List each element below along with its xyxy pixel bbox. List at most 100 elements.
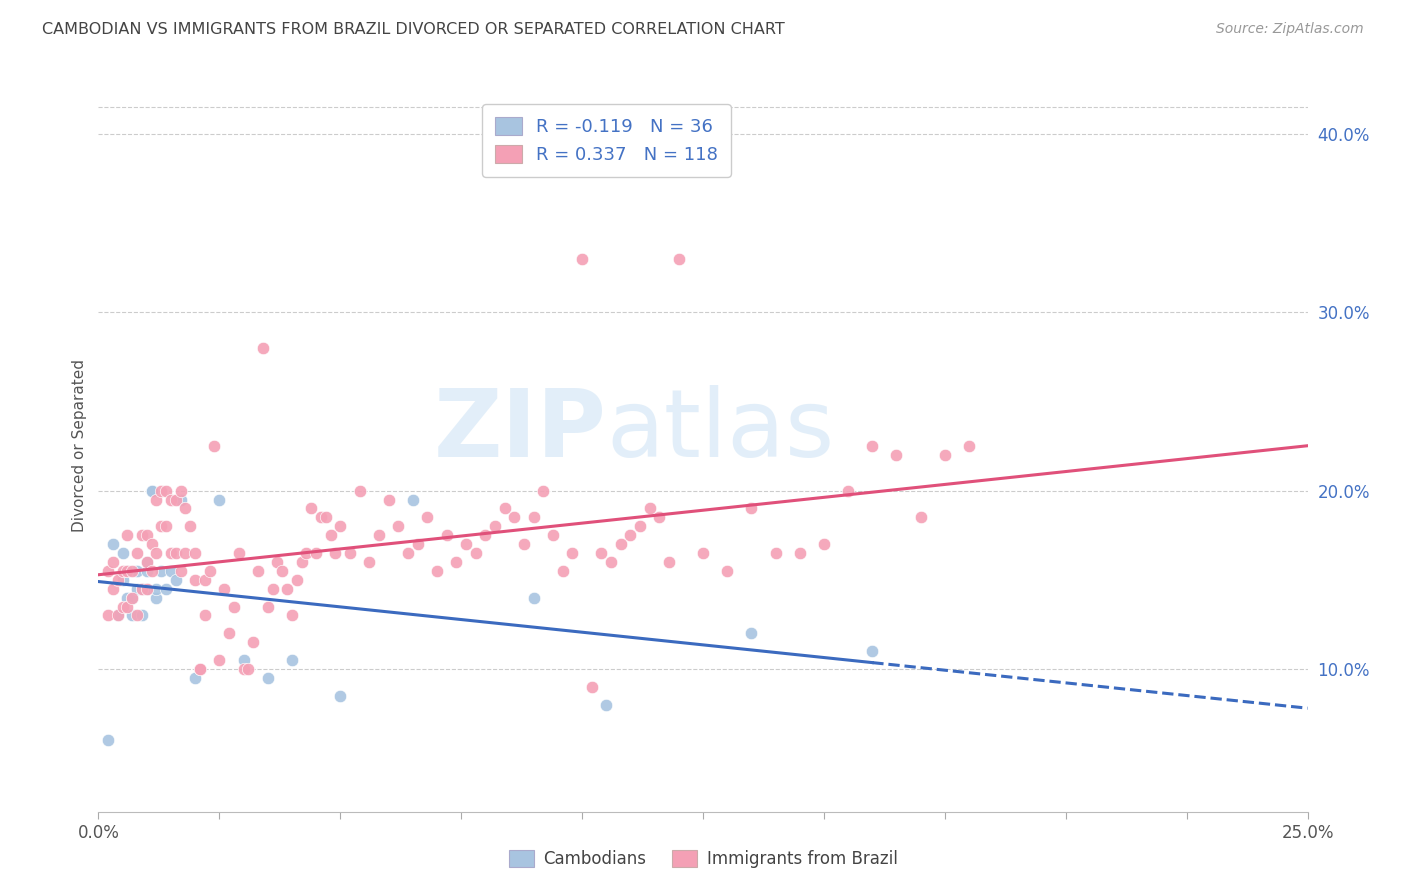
Point [117,564,139,578]
Point [222,599,245,614]
Point [121,564,143,578]
Point [131,582,153,596]
Point [402,492,425,507]
Point [111,564,134,578]
Point [551,564,574,578]
Point [531,483,554,498]
Point [127,564,149,578]
Point [107,573,129,587]
Point [131,528,153,542]
Point [523,591,546,605]
Point [165,573,187,587]
Point [121,591,143,605]
Point [228,546,250,560]
Point [111,573,134,587]
Point [155,483,177,498]
Point [561,546,583,560]
Point [387,519,409,533]
Point [446,555,468,569]
Point [396,546,419,560]
Point [523,510,546,524]
Point [145,582,167,596]
Point [141,483,163,498]
Point [194,608,217,623]
Point [359,555,381,569]
Point [934,448,956,462]
Point [145,546,167,560]
Point [97,608,120,623]
Point [169,492,191,507]
Point [648,510,671,524]
Point [238,662,260,676]
Point [127,582,149,596]
Point [174,546,197,560]
Point [194,573,217,587]
Point [169,564,191,578]
Point [155,519,177,533]
Point [299,501,322,516]
Point [135,582,157,596]
Point [464,546,486,560]
Point [658,555,681,569]
Point [135,582,157,596]
Point [628,519,651,533]
Point [247,564,270,578]
Point [131,608,153,623]
Point [765,546,787,560]
Point [208,492,231,507]
Point [813,537,835,551]
Point [117,564,139,578]
Point [692,546,714,560]
Point [368,528,391,542]
Point [426,564,449,578]
Point [377,492,399,507]
Point [188,662,211,676]
Point [204,439,226,453]
Point [266,555,288,569]
Point [174,501,197,516]
Point [97,564,120,578]
Point [135,555,157,569]
Point [117,528,139,542]
Point [111,599,134,614]
Point [184,573,207,587]
Point [107,608,129,623]
Point [406,537,429,551]
Point [319,528,342,542]
Point [571,252,593,266]
Point [135,564,157,578]
Point [127,546,149,560]
Point [541,528,564,542]
Point [595,698,617,712]
Point [127,608,149,623]
Point [329,689,352,703]
Point [184,546,207,560]
Point [141,537,163,551]
Point [329,519,352,533]
Point [349,483,371,498]
Y-axis label: Divorced or Separated: Divorced or Separated [72,359,87,533]
Point [262,582,284,596]
Point [117,591,139,605]
Point [179,519,201,533]
Point [208,653,231,667]
Point [107,608,129,623]
Point [155,582,177,596]
Point [165,492,187,507]
Point [503,510,526,524]
Point [135,555,157,569]
Text: ZIP: ZIP [433,385,606,477]
Point [101,537,124,551]
Point [271,564,294,578]
Point [150,519,173,533]
Point [232,662,254,676]
Point [668,252,690,266]
Point [789,546,811,560]
Point [252,341,274,355]
Point [160,492,183,507]
Text: Source: ZipAtlas.com: Source: ZipAtlas.com [1216,22,1364,37]
Legend: Cambodians, Immigrants from Brazil: Cambodians, Immigrants from Brazil [502,843,904,875]
Point [256,671,278,685]
Point [276,582,298,596]
Point [494,501,516,516]
